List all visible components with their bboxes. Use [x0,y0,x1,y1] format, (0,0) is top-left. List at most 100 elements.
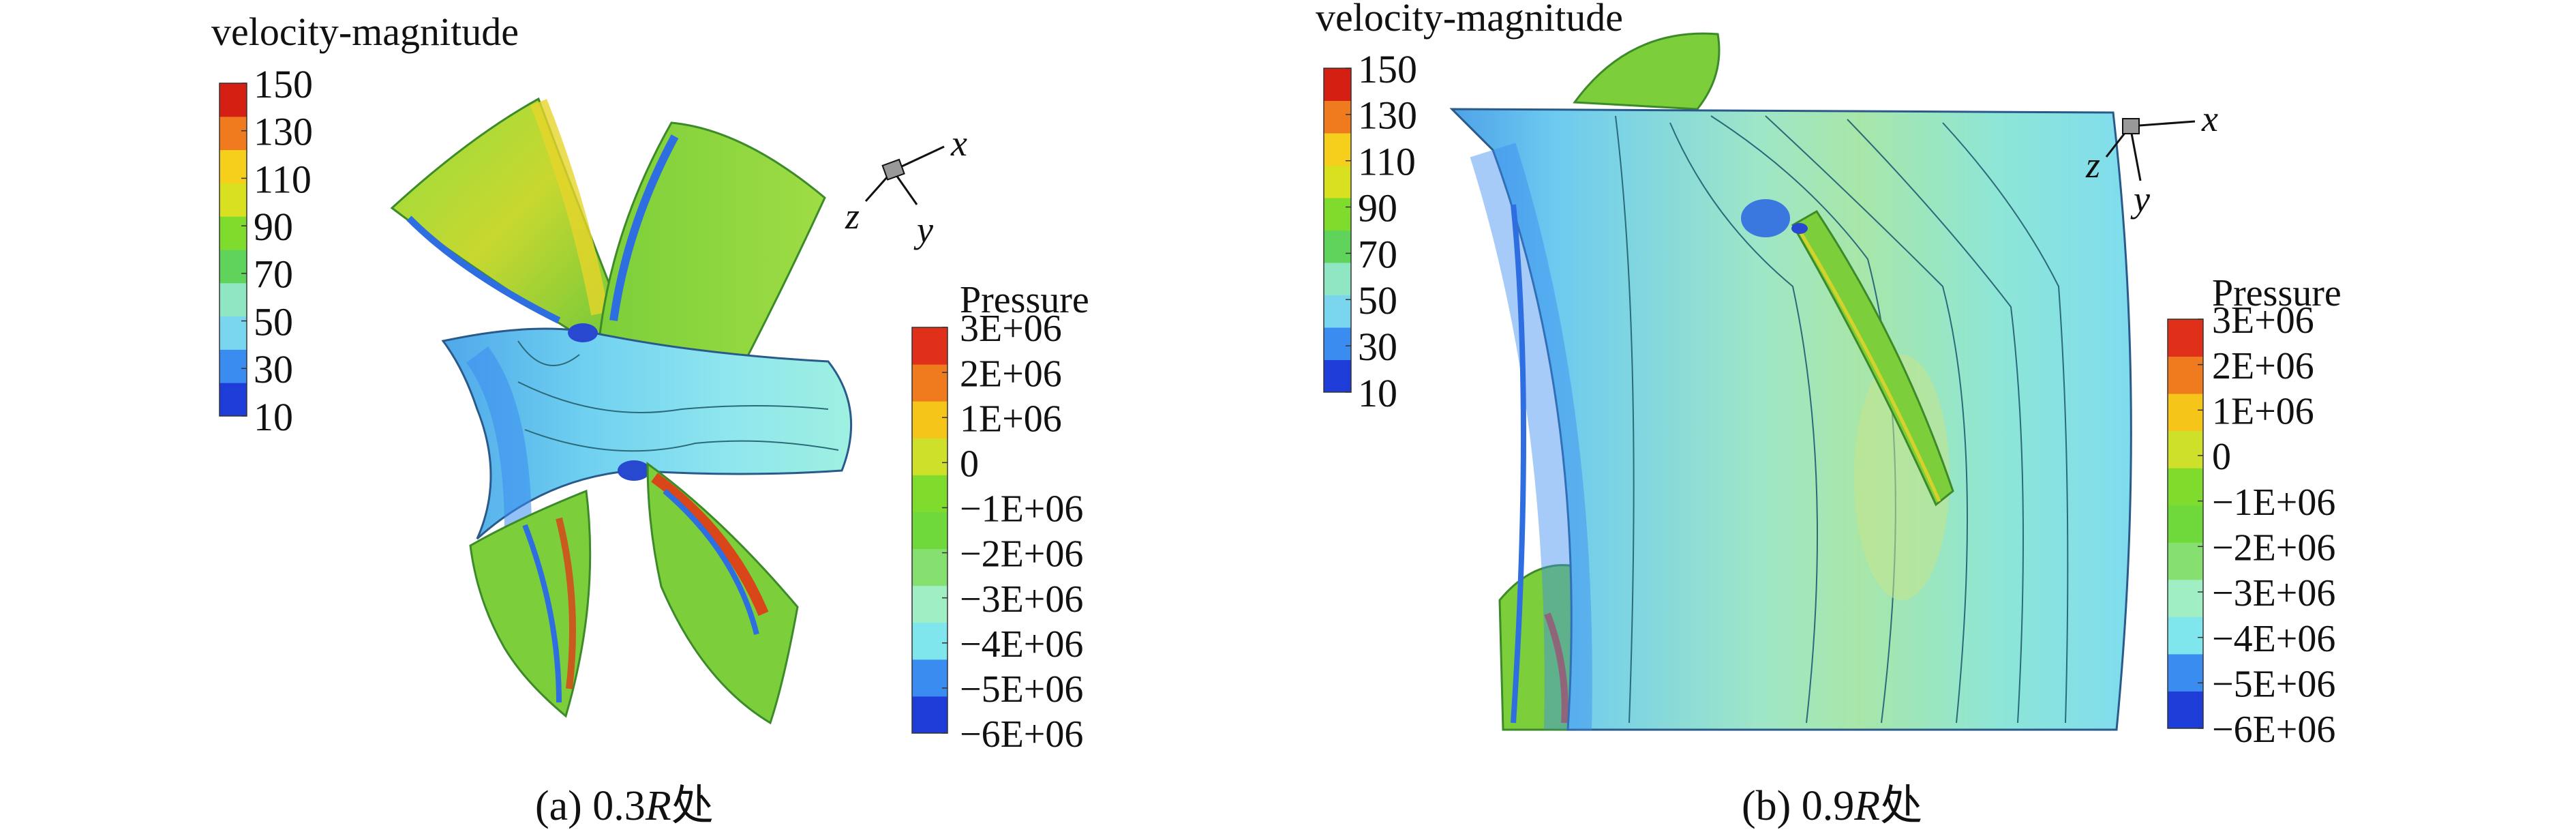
colorbar-tick-label: 90 [254,205,293,249]
colorbar-segment [219,116,247,151]
caption-a: (a) 0.3R处 [535,771,714,832]
hub-surface [441,327,853,540]
hub-low-spot-2 [618,460,650,481]
caption-b-suffix: 处 [1880,783,1923,829]
pressure-legend: Pressure 3E+062E+061E+060−1E+06−2E+06−3E… [2167,272,2342,751]
y-axis-label: y [913,209,933,250]
colorbar-segment [912,548,948,586]
pressure-colorbar [911,327,948,734]
hub-low-spot [1741,199,1790,237]
colorbar-segment [2168,319,2203,357]
colorbar-tick-label: −4E+06 [960,623,1083,666]
colorbar-tick-label: 130 [254,110,313,154]
blade-top [1573,32,1721,110]
colorbar-segment [2168,653,2203,692]
hub-contour-2 [524,429,839,452]
colorbar-tick-label: 10 [1358,371,1397,415]
colorbar-tick-label: 30 [254,347,293,391]
velocity-legend-title: velocity-magnitude [211,10,519,54]
colorbar-segment [2168,468,2203,506]
axes-cube [2122,118,2140,134]
colorbar-segment [1324,327,1351,360]
x-axis-line [2130,120,2196,128]
colorbar-segment [912,401,948,439]
colorbar-tick-label: 50 [254,299,293,344]
contour-2 [1669,122,1818,724]
colorbar-segment [219,83,247,117]
colorbar-tick-label: 1E+06 [2212,390,2314,432]
colorbar-tick-label: 0 [2212,436,2231,478]
colorbar-segment [912,327,948,365]
pressure-legend-title: Pressure [960,279,1089,321]
colorbar-tick-label: −5E+06 [2212,663,2335,705]
colorbar-tick-label: 130 [1358,93,1417,138]
blade-lower-left-edge [522,524,562,703]
blade-lower-right [646,462,799,725]
blade-lower-left-hot [556,517,576,689]
hub-contour-3 [517,340,580,366]
colorbar-tick-label: −4E+06 [2212,618,2335,660]
colorbar-tick-label: 0 [960,443,979,485]
contour-4 [1765,115,1968,724]
colorbar-segment [912,622,948,660]
colorbar-tick-label: 2E+06 [960,353,1062,395]
colorbar-segment [1324,198,1351,231]
colorbar-segment [2168,393,2203,432]
pressure-legend: Pressure 3E+062E+061E+060−1E+06−2E+06−3E… [911,279,1089,756]
colorbar-segment [219,250,247,284]
colorbar-segment [219,316,247,350]
blade-highlight [530,99,609,316]
colorbar-tick-label: −3E+06 [960,578,1083,621]
colorbar-segment [219,349,247,383]
blade-lower-right-hot [651,473,769,616]
pressure-tick-labels: 3E+062E+061E+060−1E+06−2E+06−3E+06−4E+06… [960,308,1083,756]
panel-a: velocity-magnitude 150 130 110 90 70 50 30 10 [0,0,1288,829]
y-axis-line [2129,125,2142,181]
contour-1 [1615,115,1635,724]
colorbar-tick-label: 30 [1358,325,1397,369]
colorbar-segment [2168,579,2203,617]
y-axis-label: y [2130,179,2150,220]
colorbar-tick-label: 90 [1358,185,1397,230]
colorbar-tick-label: −2E+06 [2212,526,2335,569]
colorbar-tick-label: 150 [1358,47,1417,91]
caption-b-prefix: (b) 0.9 [1742,783,1855,829]
hub-low-spot-1 [568,323,598,342]
colorbar-segment [219,183,247,217]
colorbar-tick-label: 3E+06 [2212,299,2314,342]
colorbar-segment [1324,100,1351,134]
colorbar-segment [2168,430,2203,469]
colorbar-tick-label: 110 [1358,140,1416,184]
colorbar-segment [1324,359,1351,393]
colorbar-tick-label: 50 [1358,278,1397,323]
colorbar-tick-label: 2E+06 [2212,345,2314,387]
colorbar-segment [219,383,247,417]
colorbar-segment [219,216,247,250]
hub-contour-1 [517,381,829,413]
velocity-colorbar [1323,68,1352,393]
pressure-colorbar [2167,318,2204,729]
z-axis-label: z [2085,145,2100,185]
colorbar-tick-label: −5E+06 [960,668,1083,711]
propeller-render [390,97,853,725]
blade-root-spot [1791,223,1808,234]
colorbar-segment [1324,263,1351,295]
caption-a-symbol: R [645,783,671,829]
blade-section-highlight [1794,224,1941,503]
colorbar-tick-label: −3E+06 [2212,572,2335,614]
hub-surface [1449,108,2132,731]
colorbar-segment [912,696,948,734]
blade-lower-left [469,489,592,718]
z-axis-label: z [845,196,860,237]
blade-lower-right-edge [663,488,759,635]
blade-edge-low-2 [609,134,679,321]
caption-a-prefix: (a) 0.3 [535,783,646,829]
colorbar-segment [2168,616,2203,655]
pressure-legend-title: Pressure [2212,272,2342,314]
colorbar-tick-label: −2E+06 [960,533,1083,576]
colorbar-segment [1324,68,1351,101]
blade-upper-right [598,121,826,373]
x-axis-label: x [2201,98,2218,139]
colorbar-tick-label: 150 [254,62,313,106]
